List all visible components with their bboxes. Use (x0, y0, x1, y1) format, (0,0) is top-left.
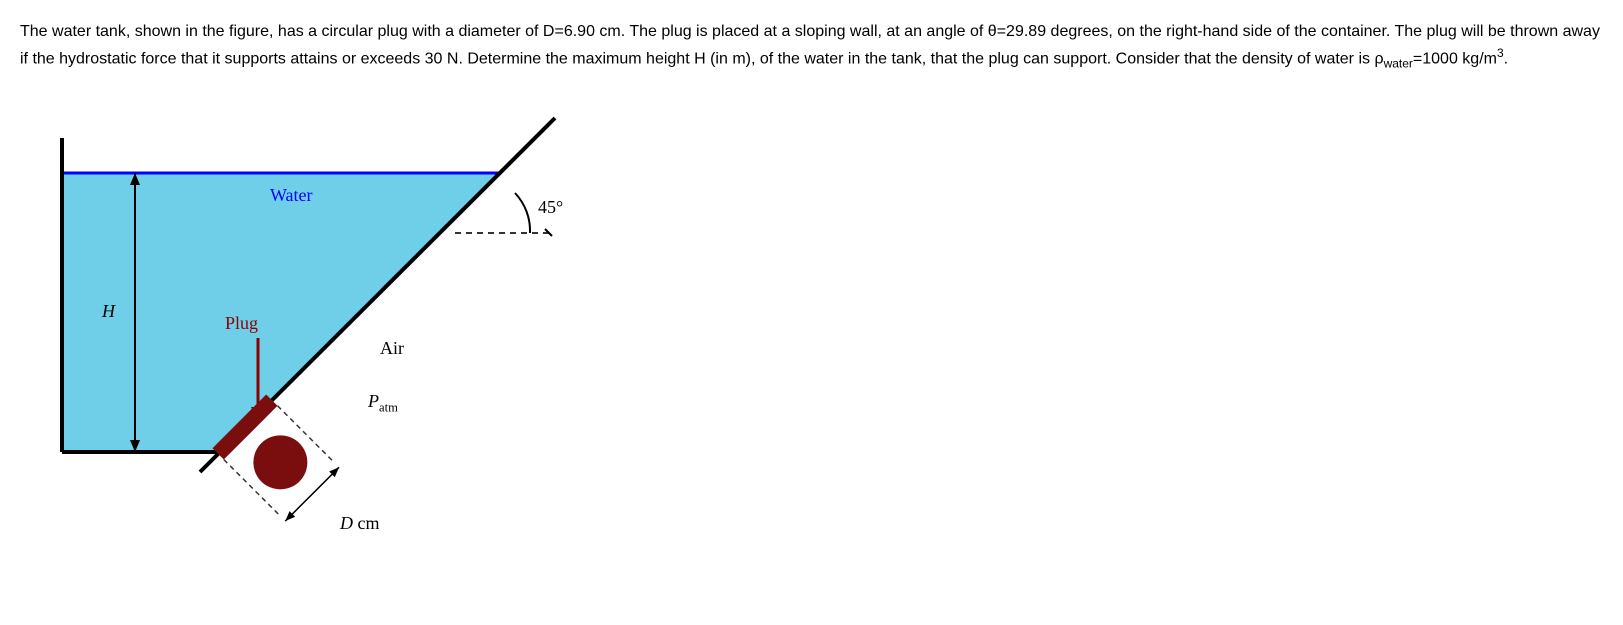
text-seg-6: =1000 kg/m (1413, 50, 1497, 67)
text-seg-5: that the plug can support. Consider that… (931, 50, 1384, 67)
D-label: D cm (340, 513, 380, 534)
plug-circle (242, 424, 318, 500)
theta-value: 29.89 (1006, 23, 1046, 40)
plug-label: Plug (225, 313, 258, 334)
D-symbol: D (340, 513, 353, 533)
D-value: 6.90 (564, 23, 595, 40)
text-seg-7: . (1504, 50, 1508, 67)
problem-statement: The water tank, shown in the figure, has… (20, 20, 1600, 73)
D-unit: cm (353, 513, 380, 533)
water-polygon (62, 173, 500, 452)
H-label: H (102, 301, 115, 322)
tank-figure: Water 45° H Plug Air Patm D cm (20, 113, 620, 563)
air-label: Air (380, 338, 404, 359)
figure-svg (20, 113, 620, 563)
rho-sub: water (1384, 57, 1413, 71)
text-seg-3: degrees, on the right-hand side (1046, 23, 1272, 40)
P-sub: atm (379, 400, 398, 414)
patm-label: Patm (368, 391, 398, 416)
water-label: Water (270, 185, 313, 206)
text-seg-2: cm. The plug is placed at a sloping wall… (595, 23, 1006, 40)
P-symbol: P (368, 391, 379, 411)
cube-sup: 3 (1497, 46, 1504, 60)
angle-arc (515, 193, 530, 233)
text-seg-1: The water tank, shown in the figure, has… (20, 23, 564, 40)
angle-label: 45° (538, 197, 563, 218)
